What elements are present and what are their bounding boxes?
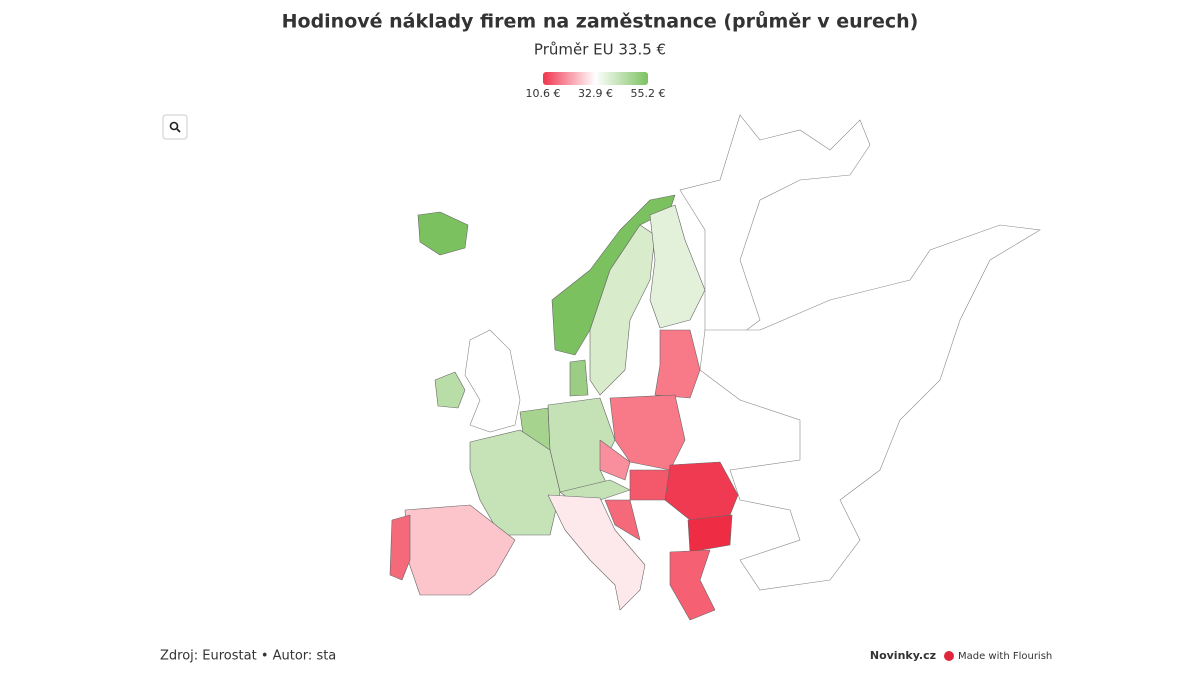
bulgaria [687, 514, 733, 553]
flourish-logo [944, 651, 954, 661]
legend-label: 55.2 € [631, 87, 666, 100]
search-button[interactable] [162, 114, 188, 140]
footer-source: Zdroj: Eurostat • Autor: sta [160, 649, 336, 664]
ireland [434, 371, 466, 409]
portugal [389, 514, 411, 581]
finland [649, 204, 706, 329]
czechia [599, 439, 631, 481]
footer-credit[interactable]: Made with Flourish [958, 651, 1052, 662]
russia-ukraine [699, 224, 1041, 591]
map-shapes [389, 114, 1041, 621]
croatia [604, 499, 641, 541]
baltics [654, 329, 701, 399]
title: Hodinové náklady firem na zaměstnance (p… [282, 10, 919, 33]
denmark [569, 359, 589, 397]
spain [404, 504, 516, 596]
sweden [589, 224, 656, 396]
footer-brand: Novinky.cz [870, 649, 936, 662]
search-icon-handle [176, 128, 181, 133]
united-kingdom [464, 329, 521, 433]
russia-north [679, 114, 871, 351]
romania [664, 461, 739, 521]
search-icon [169, 121, 179, 131]
hungary [629, 469, 671, 501]
legend-labels: 10.6 € 32.9 € 55.2 € [526, 87, 666, 100]
legend-label: 10.6 € [526, 87, 561, 100]
legend-label: 32.9 € [578, 87, 613, 100]
iceland [417, 211, 469, 256]
france [469, 429, 561, 536]
legend-bar [543, 72, 648, 85]
search-box[interactable] [162, 114, 188, 140]
subtitle: Průměr EU 33.5 € [534, 41, 666, 59]
greece [669, 549, 716, 621]
italy [547, 494, 646, 611]
